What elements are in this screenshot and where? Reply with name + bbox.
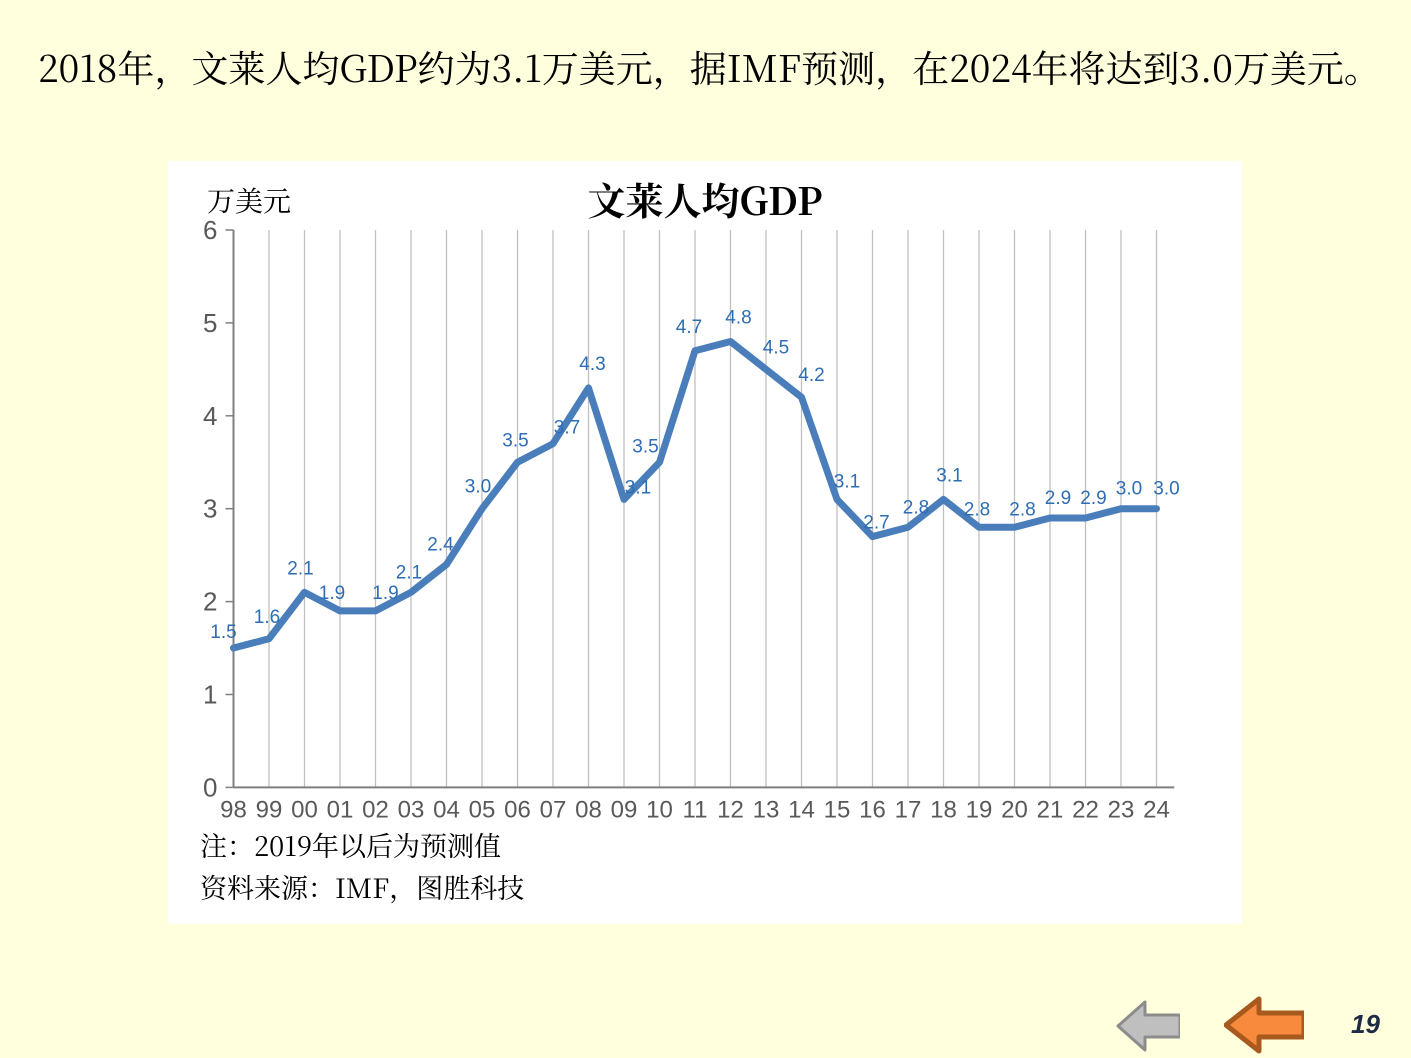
svg-text:3.0: 3.0 [1153, 479, 1179, 500]
svg-text:4.8: 4.8 [725, 307, 751, 328]
svg-text:1.5: 1.5 [210, 622, 236, 643]
svg-text:20: 20 [1001, 796, 1028, 823]
svg-text:3.0: 3.0 [1116, 479, 1142, 500]
svg-text:6: 6 [203, 215, 217, 245]
svg-text:3.7: 3.7 [554, 418, 580, 439]
svg-text:00: 00 [291, 796, 318, 823]
svg-text:5: 5 [203, 308, 217, 338]
svg-text:2.1: 2.1 [396, 562, 422, 583]
svg-text:3.5: 3.5 [632, 436, 658, 457]
svg-text:3.0: 3.0 [465, 477, 491, 498]
svg-text:4.5: 4.5 [763, 337, 789, 358]
svg-text:2.8: 2.8 [964, 499, 990, 520]
svg-text:19: 19 [966, 796, 993, 823]
svg-text:2.9: 2.9 [1080, 488, 1106, 509]
svg-text:11: 11 [683, 796, 708, 823]
svg-text:17: 17 [895, 796, 922, 823]
svg-text:2.7: 2.7 [863, 513, 889, 534]
svg-text:2.4: 2.4 [427, 534, 454, 555]
svg-text:23: 23 [1108, 796, 1135, 823]
svg-text:1: 1 [203, 680, 217, 710]
svg-text:1.9: 1.9 [372, 583, 398, 604]
svg-text:04: 04 [433, 796, 460, 823]
svg-text:2: 2 [203, 587, 217, 617]
svg-text:10: 10 [646, 796, 673, 823]
svg-text:08: 08 [575, 796, 602, 823]
svg-text:2.9: 2.9 [1045, 488, 1071, 509]
svg-text:2.8: 2.8 [903, 497, 929, 518]
svg-text:1.9: 1.9 [319, 583, 345, 604]
svg-text:3.1: 3.1 [834, 471, 860, 492]
svg-text:21: 21 [1037, 796, 1064, 823]
svg-text:16: 16 [859, 796, 886, 823]
svg-text:4: 4 [203, 401, 217, 431]
svg-text:13: 13 [753, 796, 780, 823]
svg-text:18: 18 [930, 796, 957, 823]
svg-text:3.1: 3.1 [936, 465, 962, 486]
svg-text:02: 02 [362, 796, 389, 823]
svg-text:4.3: 4.3 [579, 354, 605, 375]
svg-text:22: 22 [1072, 796, 1099, 823]
svg-text:2.1: 2.1 [287, 558, 313, 579]
svg-text:01: 01 [327, 796, 354, 823]
svg-text:0: 0 [203, 772, 217, 802]
svg-text:12: 12 [717, 796, 744, 823]
svg-text:03: 03 [398, 796, 425, 823]
svg-text:3: 3 [203, 494, 217, 524]
svg-text:15: 15 [824, 796, 851, 823]
svg-text:3.1: 3.1 [625, 477, 651, 498]
svg-text:4.7: 4.7 [676, 317, 702, 338]
svg-text:24: 24 [1143, 796, 1170, 823]
svg-text:4.2: 4.2 [798, 365, 824, 386]
svg-text:1.6: 1.6 [254, 607, 280, 628]
svg-text:3.5: 3.5 [502, 430, 528, 451]
svg-text:05: 05 [469, 796, 496, 823]
svg-text:98: 98 [220, 796, 247, 823]
svg-text:07: 07 [540, 796, 567, 823]
svg-text:14: 14 [788, 796, 815, 823]
svg-text:06: 06 [504, 796, 531, 823]
svg-text:09: 09 [611, 796, 638, 823]
svg-text:99: 99 [256, 796, 283, 823]
svg-text:2.8: 2.8 [1009, 499, 1035, 520]
